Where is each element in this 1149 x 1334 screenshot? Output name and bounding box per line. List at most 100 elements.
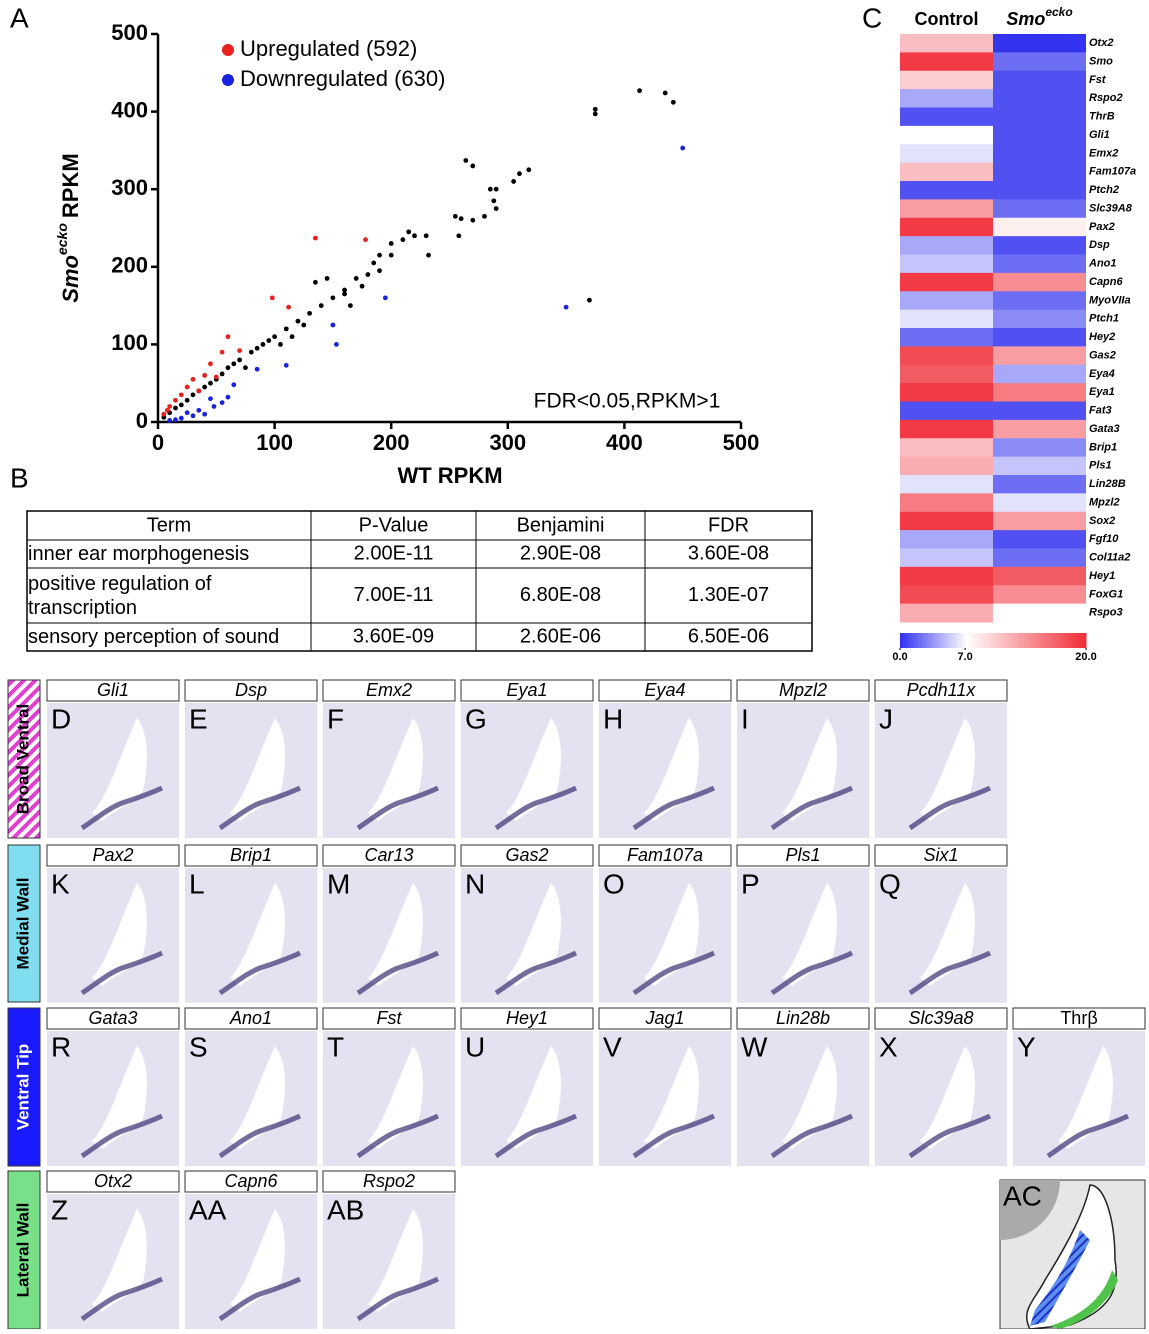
heat-cell [900,603,993,623]
gene-name: Gas2 [505,845,548,865]
gene-label: Fgf10 [1089,533,1119,545]
point [266,338,272,343]
colorbar-step [918,633,923,648]
duct-stain [218,1113,302,1159]
point [377,252,382,258]
gene-box [46,1007,180,1030]
point [458,216,464,222]
heat-cell [900,438,993,458]
point [388,252,394,258]
tissue [737,868,869,1003]
duct-stain [632,785,716,831]
ish-image: V [599,1031,731,1166]
gene-box [598,1007,732,1030]
point [190,413,196,419]
tissue [461,868,593,1003]
colorbar-step [940,633,944,648]
panel-letter: T [327,1031,344,1062]
annotation: FDR<0.05,RPKM>1 [534,390,721,413]
point [202,373,208,378]
tissue [737,703,869,838]
duct-stain [356,785,440,831]
colorbar-step [958,633,963,648]
gene-box [46,1170,180,1193]
gene-box [874,844,1008,867]
duct-stain [494,1113,578,1159]
gene-label: Eya4 [1089,368,1115,380]
colorbar-step [980,633,985,648]
row-label-box [7,844,41,1003]
heat-cell [993,456,1086,476]
duct-lumen [230,718,285,821]
point [231,361,237,367]
duct-stain [770,950,854,996]
point [272,334,277,340]
colorbar-step [909,633,913,648]
colorbar-step [962,633,966,648]
panel-letter: K [51,868,70,899]
point [388,241,394,246]
row-label: Medial Wall [13,878,32,970]
gene-label: Gli1 [1089,129,1110,141]
colorbar-step [1079,633,1084,648]
colorbar-step [1061,633,1065,648]
point [173,397,178,403]
point [318,303,324,308]
point [301,322,307,328]
ish-image: W [737,1031,869,1166]
gene-name: Eya1 [506,680,547,700]
panel-letter: L [189,868,205,899]
point [208,380,213,386]
duct-stain [80,1113,164,1159]
duct-lumen [92,718,147,821]
x-tick-label: 0 [152,430,164,455]
gene-label: Ano1 [1088,258,1117,270]
gene-box [184,1007,318,1030]
duct-stain [908,785,992,831]
panel-letter: P [741,868,760,899]
gene-label: Slc39A8 [1089,202,1133,214]
ish-image: U [461,1031,593,1166]
colorbar-step [1070,633,1075,648]
gene-label: Rspo3 [1089,607,1123,619]
heat-cell [993,199,1086,219]
colorbar-step [949,633,954,648]
point [190,376,196,382]
heat-cell [900,107,993,127]
gene-box [184,1170,318,1193]
ish-image: G [461,703,593,838]
tissue [323,1194,455,1329]
x-tick-label: 300 [489,430,526,455]
point [353,276,359,281]
gene-box [46,844,180,867]
table-cell-box: positive regulation of transcription [28,573,211,619]
gene-box [874,679,1008,702]
gene-label: Gas2 [1089,349,1116,361]
row-label: Lateral Wall [13,1203,32,1298]
point [211,404,217,409]
point [219,371,225,377]
point [412,233,417,239]
heat-cell [993,254,1086,274]
gene-name: Jag1 [644,1008,684,1028]
point [511,179,517,184]
heat-cell [993,107,1086,127]
panel-letter: AC [1003,1180,1042,1211]
point [482,213,487,219]
tissue [47,1031,179,1166]
tissue [185,868,317,1003]
point [487,186,493,192]
ish-image: L [185,868,317,1003]
gene-label: Ptch2 [1089,184,1119,196]
panel-letter: C [862,2,882,33]
colorbar-step [974,633,978,648]
ish-image: P [737,868,869,1003]
heat-cell [993,309,1086,329]
y-label-main: Smo [58,255,83,303]
tissue [737,1031,869,1166]
duct-stain [356,1113,440,1159]
point [289,334,295,340]
y-tick-label: 200 [111,253,148,278]
gene-label: Lin28B [1089,478,1126,490]
